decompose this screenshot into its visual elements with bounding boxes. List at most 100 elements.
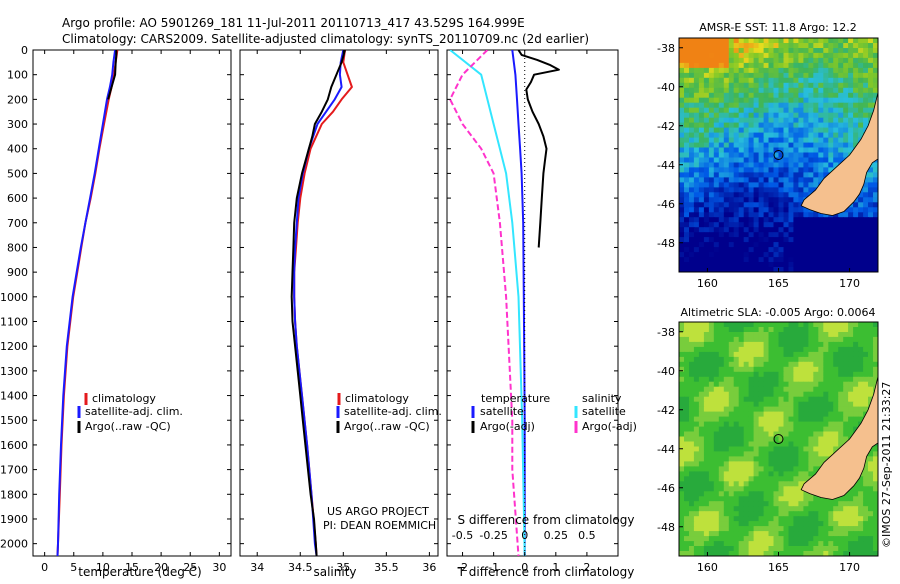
map-cell bbox=[723, 257, 730, 263]
map-cell bbox=[818, 551, 824, 556]
map-cell bbox=[703, 381, 710, 388]
map-cell bbox=[689, 182, 695, 188]
map-cell bbox=[863, 227, 869, 233]
map-cell bbox=[728, 92, 735, 99]
map-cell bbox=[689, 67, 695, 74]
map-cell bbox=[684, 207, 690, 213]
map-cell bbox=[868, 511, 874, 517]
map-cell bbox=[733, 177, 740, 183]
map-cell bbox=[803, 167, 809, 173]
map-cell bbox=[753, 52, 760, 59]
map-cell bbox=[838, 521, 844, 527]
map-cell bbox=[684, 322, 690, 328]
map-cell bbox=[748, 67, 755, 74]
map-cell bbox=[788, 97, 795, 104]
map-cell bbox=[703, 501, 710, 507]
map-cell bbox=[758, 187, 765, 193]
map-cell bbox=[728, 471, 735, 477]
map-cell bbox=[768, 237, 775, 243]
map-cell bbox=[768, 202, 775, 208]
map-cell bbox=[698, 516, 705, 522]
map-cell bbox=[783, 162, 790, 169]
map-cell bbox=[679, 97, 685, 104]
map-cell bbox=[713, 43, 720, 49]
map-cell bbox=[803, 222, 809, 228]
map-cell bbox=[788, 546, 795, 552]
map-cell bbox=[753, 451, 760, 457]
map-cell bbox=[828, 72, 834, 79]
map-cell bbox=[773, 237, 780, 243]
map-cell bbox=[788, 43, 795, 49]
map-cell bbox=[758, 72, 765, 79]
map-cell bbox=[798, 451, 804, 457]
map-cell bbox=[783, 531, 790, 537]
land-south-island bbox=[800, 376, 878, 500]
map-cell bbox=[778, 476, 785, 482]
map-cell bbox=[684, 521, 690, 527]
map-cell bbox=[793, 406, 799, 413]
map-cell bbox=[798, 446, 804, 453]
map-cell bbox=[843, 67, 849, 74]
map-cell bbox=[728, 366, 735, 373]
map-cell bbox=[788, 456, 795, 462]
map-cell bbox=[843, 371, 849, 378]
map-cell bbox=[798, 456, 804, 462]
map-cell bbox=[863, 192, 869, 198]
map-cell bbox=[818, 371, 824, 378]
map-cell bbox=[743, 381, 750, 388]
map-cell bbox=[743, 446, 750, 453]
map-cell bbox=[798, 38, 804, 44]
map-cell bbox=[853, 336, 859, 343]
map-cell bbox=[738, 341, 745, 348]
map-cell bbox=[743, 396, 750, 403]
map-cell bbox=[808, 87, 814, 94]
map-cell bbox=[728, 207, 735, 213]
map-cell bbox=[753, 62, 760, 69]
map-cell bbox=[783, 411, 790, 418]
map-cell bbox=[828, 327, 834, 333]
map-cell bbox=[813, 416, 819, 423]
map-cell bbox=[733, 192, 740, 198]
map-cell bbox=[813, 222, 819, 228]
map-cell bbox=[713, 421, 720, 428]
map-cell bbox=[803, 92, 809, 99]
map-cell bbox=[868, 43, 874, 49]
map-cell bbox=[818, 147, 824, 154]
map-cell bbox=[783, 77, 790, 84]
map-cell bbox=[808, 142, 814, 149]
map-cell bbox=[828, 222, 834, 228]
map-cell bbox=[798, 396, 804, 403]
map-cell bbox=[828, 451, 834, 457]
map-cell bbox=[853, 87, 859, 94]
map-cell bbox=[818, 112, 824, 119]
map-cell bbox=[753, 521, 760, 527]
map-cell bbox=[689, 147, 695, 154]
map-cell bbox=[803, 132, 809, 139]
map-cell bbox=[703, 456, 710, 462]
map-cell bbox=[679, 531, 685, 537]
map-cell bbox=[823, 536, 829, 542]
map-cell bbox=[803, 72, 809, 79]
map-cell bbox=[753, 546, 760, 552]
map-cell bbox=[778, 222, 785, 228]
map-cell bbox=[803, 172, 809, 178]
map-cell bbox=[848, 541, 854, 547]
map-cell bbox=[703, 62, 710, 69]
map-cell bbox=[833, 327, 839, 333]
map-cell bbox=[798, 132, 804, 139]
map-cell bbox=[684, 451, 690, 457]
map-cell bbox=[833, 222, 839, 228]
map-cell bbox=[708, 456, 715, 462]
map-cell bbox=[863, 476, 869, 482]
map-cell bbox=[684, 52, 690, 59]
map-cell bbox=[689, 107, 695, 114]
map-cell bbox=[838, 232, 844, 238]
map-cell bbox=[818, 386, 824, 393]
map-cell bbox=[863, 376, 869, 383]
map-cell bbox=[803, 137, 809, 144]
map-cell bbox=[833, 147, 839, 154]
map-cell bbox=[728, 451, 735, 457]
map-cell bbox=[853, 371, 859, 378]
map-cell bbox=[703, 48, 710, 54]
map-cell bbox=[868, 336, 874, 343]
